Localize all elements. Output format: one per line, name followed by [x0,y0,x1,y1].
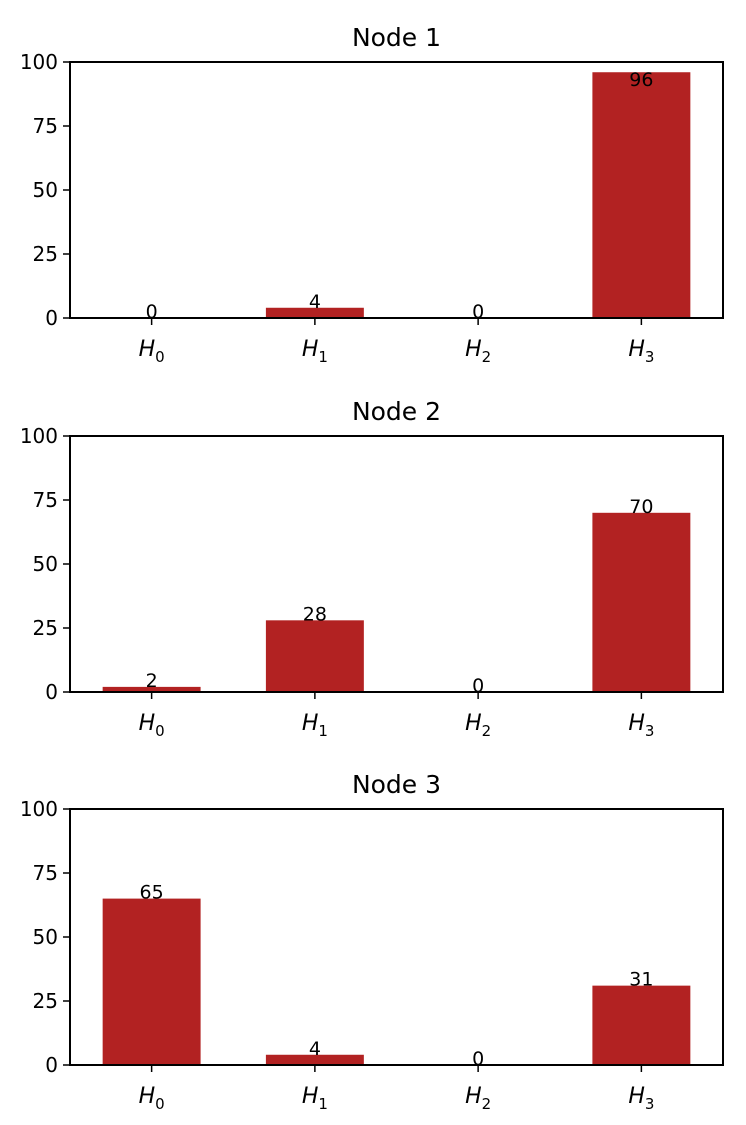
x-tick-label-subscript: 2 [482,722,492,740]
bar-data-label: 70 [629,496,653,518]
y-tick-label: 50 [33,925,58,949]
x-tick-label-subscript: 1 [318,348,328,366]
bar-data-label: 4 [309,1038,321,1060]
bar-data-label: 31 [629,969,653,991]
chart-title: Node 2 [352,397,441,426]
y-tick-label: 75 [33,488,58,512]
y-tick-label: 25 [33,616,58,640]
bar-1 [265,620,364,692]
x-tick-label-base: H [139,1084,156,1109]
x-tick-label-base: H [465,711,482,736]
y-tick-label: 0 [45,306,58,330]
x-tick-label-base: H [302,337,319,362]
y-tick-label: 75 [33,114,58,138]
x-tick-label: H1 [302,337,328,366]
x-tick-label-subscript: 1 [318,722,328,740]
bar-data-label: 96 [629,69,653,91]
bar-3 [592,72,691,319]
bar-data-label: 4 [309,291,321,313]
y-tick-label: 0 [45,680,58,704]
bar-data-label: 0 [472,675,484,697]
x-tick-label-subscript: 2 [482,348,492,366]
x-tick-label: H0 [139,711,165,740]
bar-1 [265,307,364,318]
bar-0 [102,686,201,692]
y-tick-label: 100 [20,50,58,74]
x-tick-label-base: H [465,1084,482,1109]
y-tick-label: 25 [33,989,58,1013]
x-tick-label-subscript: 3 [645,722,655,740]
y-tick-label: 100 [20,797,58,821]
x-tick-label-base: H [628,1084,645,1109]
y-tick-label: 50 [33,178,58,202]
x-tick-label: H3 [628,337,654,366]
x-tick-label: H2 [465,711,491,740]
x-tick-label: H0 [139,337,165,366]
chart-title: Node 1 [352,23,441,52]
bar-data-label: 2 [146,670,158,692]
x-tick-label-base: H [302,1084,319,1109]
x-tick-label-base: H [302,711,319,736]
x-tick-label: H2 [465,1084,491,1113]
bar-data-label: 0 [472,1048,484,1070]
bar-3 [592,512,691,692]
bar-3 [592,985,691,1065]
x-tick-label-subscript: 0 [155,722,165,740]
x-tick-label-subscript: 2 [482,1095,492,1113]
x-tick-label-subscript: 1 [318,1095,328,1113]
x-tick-label: H3 [628,1084,654,1113]
x-tick-label-subscript: 0 [155,348,165,366]
x-tick-label: H0 [139,1084,165,1113]
bar-data-label: 65 [140,882,164,904]
x-tick-label-base: H [139,711,156,736]
bar-data-label: 0 [146,301,158,323]
bar-data-label: 0 [472,301,484,323]
x-tick-label: H3 [628,711,654,740]
bar-0 [102,898,201,1065]
x-tick-label: H1 [302,1084,328,1113]
x-tick-label-base: H [628,711,645,736]
x-tick-label-base: H [465,337,482,362]
y-tick-label: 50 [33,552,58,576]
x-tick-label-base: H [139,337,156,362]
chart-title: Node 3 [352,770,441,799]
x-tick-label: H2 [465,337,491,366]
x-tick-label: H1 [302,711,328,740]
x-tick-label-base: H [628,337,645,362]
y-tick-label: 100 [20,424,58,448]
bar-1 [265,1054,364,1065]
y-tick-label: 75 [33,861,58,885]
x-tick-label-subscript: 0 [155,1095,165,1113]
y-tick-label: 0 [45,1053,58,1077]
y-tick-label: 25 [33,242,58,266]
x-tick-label-subscript: 3 [645,1095,655,1113]
bar-data-label: 28 [303,603,327,625]
x-tick-label-subscript: 3 [645,348,655,366]
